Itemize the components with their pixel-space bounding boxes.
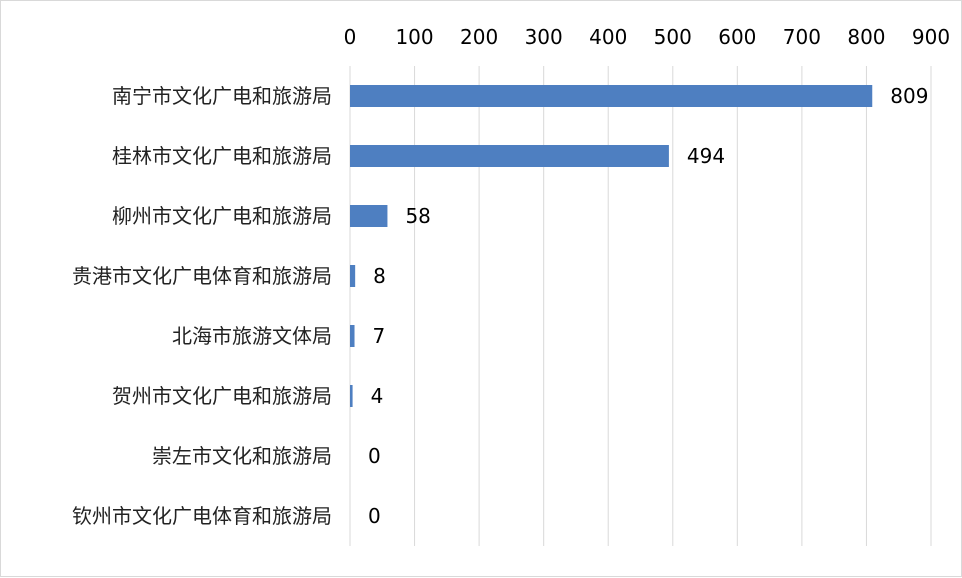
x-tick-label: 600 [718,25,756,49]
x-tick-label: 0 [344,25,357,49]
bar [350,265,356,287]
bar [350,385,353,407]
bars [350,85,873,407]
x-tick-label: 300 [525,25,563,49]
category-label: 崇左市文化和旅游局 [152,444,332,468]
category-label: 北海市旅游文体局 [172,324,332,348]
category-labels: 南宁市文化广电和旅游局桂林市文化广电和旅游局柳州市文化广电和旅游局贵港市文化广电… [72,84,332,528]
x-tick-label: 800 [847,25,885,49]
data-label: 7 [373,324,386,348]
x-tick-label: 700 [783,25,821,49]
x-tick-label: 900 [912,25,950,49]
category-label: 钦州市文化广电体育和旅游局 [72,504,332,528]
data-label: 4 [371,384,384,408]
x-tick-label: 400 [589,25,627,49]
x-tick-label: 200 [460,25,498,49]
gridlines [349,66,932,546]
category-label: 贵港市文化广电体育和旅游局 [72,264,332,288]
data-label: 0 [368,444,381,468]
category-label: 南宁市文化广电和旅游局 [112,84,332,108]
category-label: 桂林市文化广电和旅游局 [112,144,332,168]
data-label: 58 [405,204,430,228]
data-labels: 809 494 58 8 7 4 0 0 [368,84,928,528]
x-tick-label: 100 [395,25,433,49]
category-label: 贺州市文化广电和旅游局 [112,384,332,408]
data-label: 8 [373,264,386,288]
bar [350,85,873,107]
data-label: 0 [368,504,381,528]
bar [350,205,388,227]
bar [350,325,355,347]
x-axis-ticks: 0 100 200 300 400 500 600 700 800 900 [344,25,950,49]
bar [350,145,669,167]
category-label: 柳州市文化广电和旅游局 [112,204,332,228]
data-label: 494 [687,144,725,168]
data-label: 809 [890,84,928,108]
x-tick-label: 500 [654,25,692,49]
